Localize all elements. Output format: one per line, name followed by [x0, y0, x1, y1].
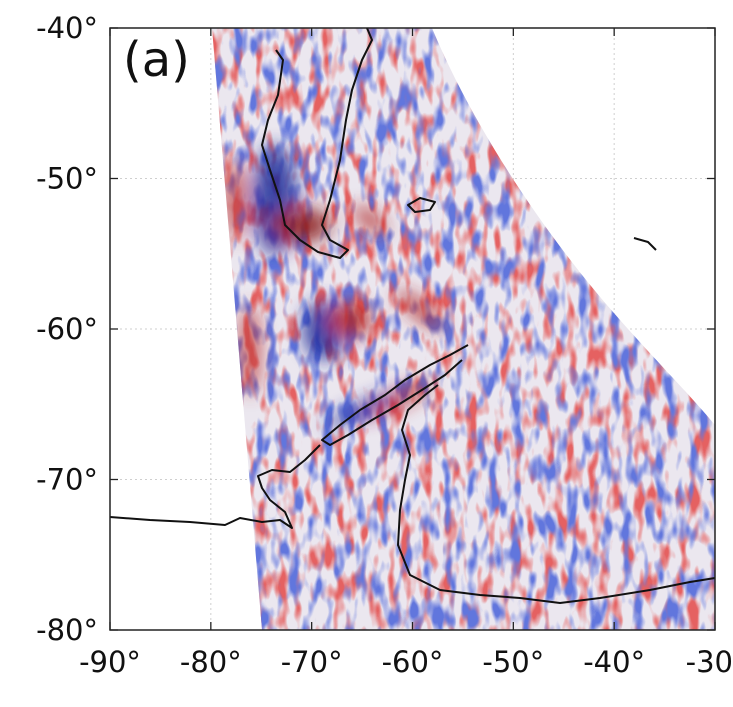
- coastline: [407, 197, 436, 213]
- y-tick-label: -50°: [36, 162, 98, 196]
- coastline: [397, 384, 716, 604]
- y-tick-label: -70°: [36, 463, 98, 497]
- x-tick-label: -30: [686, 645, 733, 679]
- x-tick-label: -60°: [382, 645, 444, 679]
- x-tick-label: -90°: [79, 645, 141, 679]
- coastlines: [109, 27, 716, 604]
- coastline: [633, 237, 657, 251]
- satellite-swath: [212, 28, 715, 630]
- y-tick-label: -40°: [36, 11, 98, 45]
- x-tick-label: -70°: [281, 645, 343, 679]
- x-tick-label: -40°: [583, 645, 645, 679]
- cold-anomalies: [212, 28, 715, 630]
- plot-frame: [109, 27, 716, 631]
- coastline: [261, 27, 373, 259]
- x-tick-label: -80°: [180, 645, 242, 679]
- x-tick-label: -50°: [482, 645, 544, 679]
- panel-label: (a): [123, 32, 190, 88]
- y-tick-label: -60°: [36, 312, 98, 346]
- coastline: [321, 344, 469, 446]
- y-tick-label: -80°: [36, 613, 98, 647]
- coastline: [109, 444, 321, 529]
- wave-features: [225, 145, 444, 428]
